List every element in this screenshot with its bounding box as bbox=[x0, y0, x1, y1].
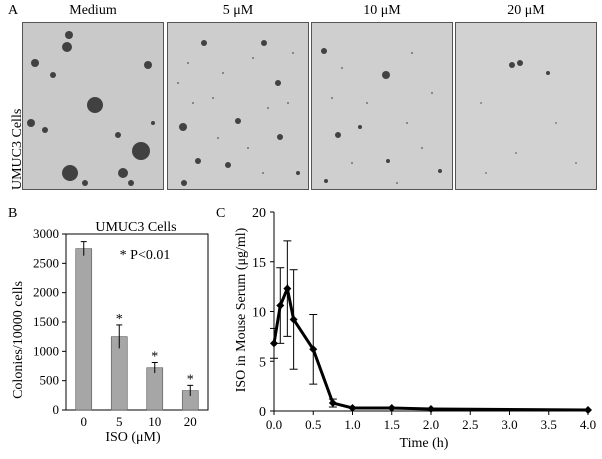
line-point bbox=[289, 315, 298, 324]
bar-chart-xtick-label: 20 bbox=[184, 414, 197, 429]
micrograph-medium bbox=[22, 22, 164, 190]
bar-chart-ytick-label: 1500 bbox=[33, 314, 59, 329]
line-chart-xtick-label: 4.0 bbox=[580, 417, 596, 432]
line-chart-ylabel: ISO in Mouse Serum (μg/ml) bbox=[234, 227, 249, 392]
line-chart-marks bbox=[270, 240, 592, 415]
micrograph-5um-image bbox=[168, 23, 308, 189]
line-chart-xtick-label: 0.0 bbox=[266, 417, 282, 432]
bar-chart-ytick-label: 2500 bbox=[33, 255, 59, 270]
micrograph-title-medium: Medium bbox=[69, 3, 117, 18]
line-chart-xtick-label: 0.5 bbox=[305, 417, 321, 432]
panel-b-letter: B bbox=[8, 206, 18, 221]
line-point bbox=[387, 404, 396, 413]
bar-chart-ytick-label: 3000 bbox=[33, 226, 59, 241]
bar-chart-ytick-label: 1000 bbox=[33, 343, 59, 358]
bar-chart-title: UMUC3 Cells bbox=[95, 220, 176, 235]
micrograph-20um bbox=[455, 22, 597, 190]
bar-chart-ytick-label: 500 bbox=[40, 373, 60, 388]
bar-chart-ytick-label: 0 bbox=[53, 402, 60, 417]
line-chart-xtick-label: 1.5 bbox=[384, 417, 400, 432]
line-point bbox=[283, 284, 292, 293]
line-point bbox=[309, 345, 318, 354]
line-point bbox=[328, 399, 337, 408]
bar bbox=[146, 367, 164, 411]
line-series bbox=[272, 283, 589, 412]
line-point bbox=[270, 339, 278, 348]
bar-chart: UMUC3 Cells * P<0.01 Colonies/10000 cell… bbox=[11, 220, 209, 445]
micrograph-20um-image bbox=[456, 23, 596, 189]
line-chart-ytick-label: 0 bbox=[259, 405, 266, 420]
micrograph-title-10um: 10 μM bbox=[363, 3, 401, 18]
micrograph-title-5um: 5 μM bbox=[222, 3, 254, 18]
bar-chart-ylabel: Colonies/10000 cells bbox=[11, 281, 26, 399]
line-chart-axes: 0 5 10 15 20 0.0 0.5 1.0 1.5 2.0 2.5 3.0 3.5 4.0 bbox=[252, 206, 596, 432]
bar-chart-xtick-label: 0 bbox=[81, 414, 88, 429]
line-chart-ytick-label: 20 bbox=[252, 206, 266, 221]
line-point bbox=[427, 405, 435, 414]
micrograph-10um-image bbox=[312, 23, 452, 189]
bar-chart-marks: * * * bbox=[75, 241, 199, 411]
bar-significance: * bbox=[187, 372, 194, 387]
line-chart-xtick-label: 3.0 bbox=[501, 417, 517, 432]
bar-chart-annotation: * P<0.01 bbox=[120, 248, 171, 263]
micrograph-5um bbox=[167, 22, 309, 190]
line-chart-xtick-label: 2.5 bbox=[462, 417, 478, 432]
bar-chart-xtick-label: 10 bbox=[148, 414, 161, 429]
bar-significance: * bbox=[116, 312, 123, 327]
line-point bbox=[348, 404, 357, 413]
micrograph-medium-image bbox=[23, 23, 163, 189]
line-chart: ISO in Mouse Serum (μg/ml) Time (h) 0 5 10… bbox=[234, 206, 596, 451]
bar-chart-ytick-label: 2000 bbox=[33, 285, 59, 300]
line-chart-xlabel: Time (h) bbox=[400, 436, 449, 451]
bar-significance: * bbox=[151, 349, 158, 364]
bar-chart-axes: 0 500 1000 1500 2000 2500 3000 0 5 10 20 bbox=[33, 226, 209, 429]
line-chart-xtick-label: 1.0 bbox=[344, 417, 360, 432]
panel-a-letter: A bbox=[8, 3, 19, 18]
line-chart-ytick-label: 10 bbox=[252, 306, 266, 321]
bar bbox=[75, 248, 93, 411]
line-point bbox=[584, 406, 592, 415]
line-chart-ytick-label: 15 bbox=[252, 256, 266, 271]
line-chart-xtick-label: 2.0 bbox=[423, 417, 439, 432]
bar-chart-xtick-label: 5 bbox=[116, 414, 123, 429]
micrograph-title-20um: 20 μM bbox=[507, 3, 545, 18]
micrograph-10um bbox=[311, 22, 453, 190]
bar-chart-xlabel: ISO (μM) bbox=[105, 430, 161, 445]
line-chart-xtick-label: 3.5 bbox=[541, 417, 557, 432]
line-point bbox=[276, 301, 285, 310]
line-chart-ytick-label: 5 bbox=[259, 355, 266, 370]
panel-c-letter: C bbox=[216, 206, 226, 221]
